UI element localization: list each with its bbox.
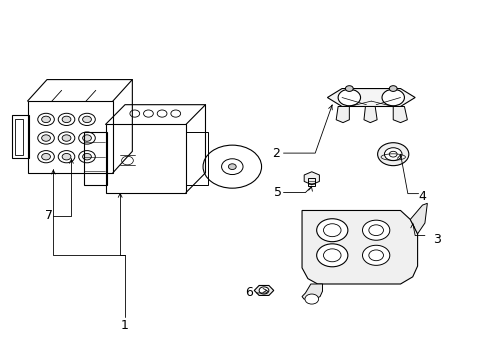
Circle shape xyxy=(305,294,318,304)
Bar xyxy=(308,178,315,186)
Text: 7: 7 xyxy=(45,210,53,222)
Circle shape xyxy=(62,116,71,123)
Circle shape xyxy=(362,245,389,265)
Bar xyxy=(12,116,29,158)
Bar xyxy=(105,125,185,193)
Polygon shape xyxy=(302,211,417,284)
Circle shape xyxy=(362,220,389,240)
Circle shape xyxy=(41,116,50,123)
Text: 5: 5 xyxy=(273,186,281,199)
Circle shape xyxy=(82,153,91,160)
Circle shape xyxy=(62,153,71,160)
Circle shape xyxy=(388,86,396,91)
Polygon shape xyxy=(254,285,273,296)
Text: 6: 6 xyxy=(245,287,253,300)
Circle shape xyxy=(228,164,236,170)
Circle shape xyxy=(41,153,50,160)
Circle shape xyxy=(62,135,71,141)
Text: 3: 3 xyxy=(432,233,440,246)
Circle shape xyxy=(316,219,347,242)
Polygon shape xyxy=(363,107,376,123)
Polygon shape xyxy=(304,172,319,185)
Circle shape xyxy=(384,148,401,161)
Polygon shape xyxy=(335,107,348,123)
Circle shape xyxy=(345,86,352,91)
Polygon shape xyxy=(327,89,414,107)
Text: 2: 2 xyxy=(272,147,280,159)
Circle shape xyxy=(377,143,408,166)
Circle shape xyxy=(259,287,268,294)
Text: 4: 4 xyxy=(418,190,426,203)
Circle shape xyxy=(82,116,91,123)
Bar xyxy=(27,101,113,173)
Circle shape xyxy=(82,135,91,141)
Circle shape xyxy=(316,244,347,267)
Circle shape xyxy=(337,89,360,106)
Polygon shape xyxy=(409,203,427,234)
Bar xyxy=(185,132,207,185)
Circle shape xyxy=(381,89,404,106)
Bar xyxy=(83,132,107,185)
Bar xyxy=(15,119,22,155)
Polygon shape xyxy=(392,107,407,123)
Text: 1: 1 xyxy=(121,319,129,332)
Circle shape xyxy=(41,135,50,141)
Polygon shape xyxy=(302,284,322,300)
